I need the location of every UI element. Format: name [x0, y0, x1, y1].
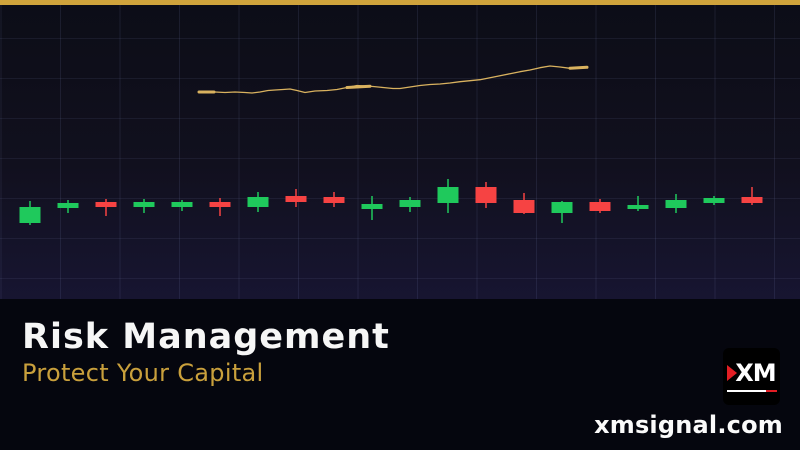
candle-body-down	[95, 202, 117, 207]
candle-body-up	[19, 207, 41, 223]
xm-logo-text: XM	[735, 359, 776, 387]
candle-body-up	[551, 202, 573, 213]
candle-body-up	[399, 200, 421, 207]
candle-body-down	[741, 197, 763, 203]
candle-body-down	[209, 202, 231, 207]
website-text: xmsignal.com	[594, 411, 783, 439]
candle-body-up	[437, 187, 459, 203]
top-accent-bar	[0, 0, 800, 5]
xm-logo-underline	[726, 390, 777, 392]
chart-area	[0, 0, 800, 299]
page-subtitle: Protect Your Capital	[22, 359, 264, 387]
candle-body-up	[171, 202, 193, 207]
candle-body-down	[475, 187, 497, 203]
page-title: Risk Management	[22, 317, 390, 357]
xm-logo: XM	[723, 348, 780, 405]
candle-body-up	[665, 200, 687, 208]
footer-band	[0, 299, 800, 450]
candlestick-chart	[19, 65, 763, 225]
candle-body-up	[247, 197, 269, 207]
candle-body-down	[513, 200, 535, 213]
overlay-line	[198, 65, 588, 94]
xm-logo-row: XM	[727, 359, 777, 387]
candle-body-up	[361, 204, 383, 209]
candle-body-down	[323, 197, 345, 203]
candle-body-up	[57, 203, 79, 208]
candle-body-down	[589, 202, 611, 211]
candle-body-up	[627, 205, 649, 209]
candle-body-up	[703, 198, 725, 203]
candle-body-up	[133, 202, 155, 207]
overlay-line-thick-segment	[568, 65, 589, 70]
candle-body-down	[285, 196, 307, 202]
play-triangle-icon	[727, 365, 738, 381]
overlay-line-thick-segment	[345, 84, 372, 89]
xm-logo-underline-red-tip	[765, 390, 777, 392]
